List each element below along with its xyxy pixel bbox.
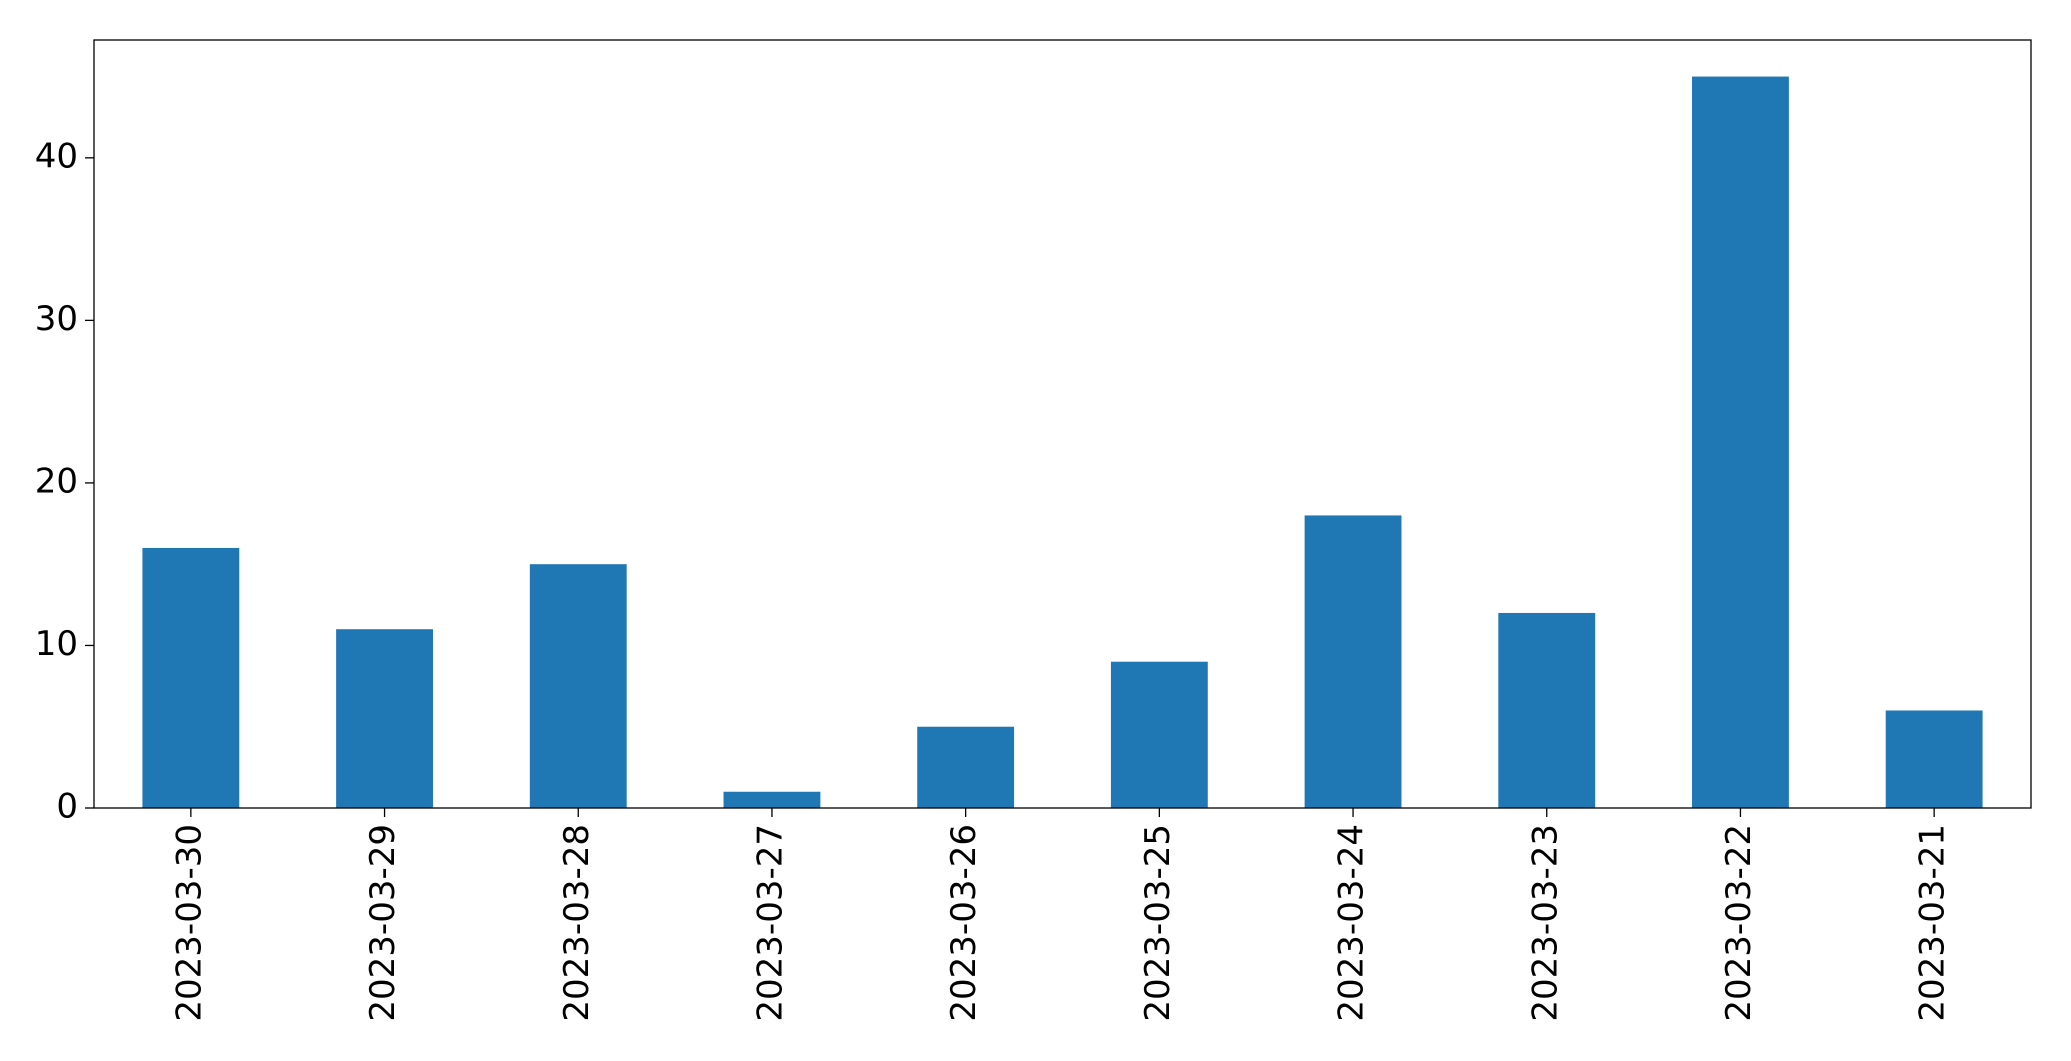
x-tick-label: 2023-03-27: [750, 824, 790, 1022]
bar: [723, 791, 821, 808]
bar: [1692, 76, 1789, 809]
x-tick-label: 2023-03-25: [1138, 824, 1178, 1022]
x-tick-label: 2023-03-28: [557, 824, 597, 1022]
bar: [529, 564, 627, 808]
bar: [917, 726, 1015, 808]
x-tick-label: 2023-03-29: [363, 824, 403, 1022]
y-tick-label: 40: [35, 136, 78, 176]
bar: [1110, 661, 1208, 808]
y-tick-label: 20: [35, 461, 78, 501]
x-tick-label: 2023-03-22: [1719, 824, 1759, 1022]
y-tick-label: 30: [35, 299, 78, 339]
x-tick-label: 2023-03-23: [1525, 824, 1565, 1022]
plot-frame: [93, 39, 2032, 809]
x-tick-label: 2023-03-24: [1332, 824, 1372, 1022]
x-tick-label: 2023-03-26: [944, 824, 984, 1022]
x-tick-label: 2023-03-21: [1913, 824, 1953, 1022]
y-tick-label: 10: [35, 624, 78, 664]
x-tick-label: 2023-03-30: [169, 824, 209, 1022]
y-tick-label: 0: [56, 787, 78, 827]
bar: [336, 629, 433, 808]
bar: [1498, 612, 1596, 808]
bar: [142, 547, 240, 808]
bar: [1304, 515, 1402, 808]
bar: [1885, 710, 1983, 808]
